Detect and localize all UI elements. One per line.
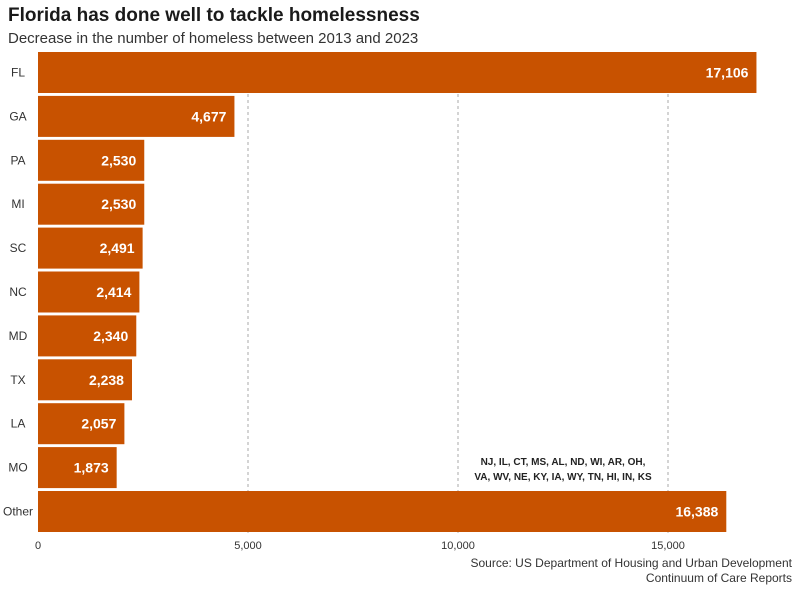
bar-value-label: 2,238 <box>89 372 124 388</box>
category-label: GA <box>9 109 26 123</box>
category-label: NC <box>9 285 27 299</box>
bar-value-label: 2,530 <box>101 152 136 168</box>
x-tick-label: 10,000 <box>441 540 475 552</box>
x-tick-label: 0 <box>35 540 41 552</box>
category-label: LA <box>11 417 26 431</box>
category-label: MD <box>9 329 28 343</box>
annotation-line-1: NJ, IL, CT, MS, AL, ND, WI, AR, OH, <box>481 457 646 468</box>
bar-value-label: 16,388 <box>675 504 718 520</box>
category-label: TX <box>10 373 25 387</box>
bar-ga <box>38 95 235 137</box>
bar-fl <box>38 52 757 93</box>
chart-title: Florida has done well to tackle homeless… <box>8 5 420 26</box>
bar-md <box>38 315 137 357</box>
bar-value-label: 2,057 <box>81 416 116 432</box>
category-label: SC <box>10 241 27 255</box>
bar-mo <box>38 447 117 489</box>
bar-value-label: 2,530 <box>101 196 136 212</box>
source-line-1: Source: US Department of Housing and Urb… <box>470 556 792 570</box>
category-label: MI <box>11 197 24 211</box>
bar-value-label: 2,340 <box>93 328 128 344</box>
bar-la <box>38 403 125 445</box>
bars: 17,106 4,677 2,530 2,530 2,491 2,414 2,340 2,23… <box>38 52 757 532</box>
bar-mi <box>38 183 145 225</box>
bar-value-label: 17,106 <box>706 65 749 81</box>
x-tick-label: 15,000 <box>651 540 685 552</box>
source-line-2: Continuum of Care Reports <box>645 571 792 585</box>
bar-tx <box>38 359 132 401</box>
category-label: Other <box>3 505 33 519</box>
bar-value-label: 1,873 <box>74 460 109 476</box>
x-tick-labels: 0 5,000 10,000 15,000 <box>35 540 685 552</box>
bar-sc <box>38 227 143 269</box>
chart-subtitle: Decrease in the number of homeless betwe… <box>8 30 419 47</box>
annotations: NJ, IL, CT, MS, AL, ND, WI, AR, OH, VA, W… <box>474 457 652 483</box>
category-label: FL <box>11 66 25 80</box>
bar-value-label: 2,414 <box>96 284 131 300</box>
bar-other <box>38 491 727 532</box>
bar-value-label: 2,491 <box>100 240 135 256</box>
annotation-line-2: VA, WV, NE, KY, IA, WY, TN, HI, IN, KS <box>474 472 652 483</box>
category-label: PA <box>10 153 25 167</box>
x-tick-label: 5,000 <box>234 540 262 552</box>
category-labels: FL GA PA MI SC NC MD TX LA MO Other <box>3 66 33 519</box>
source-note: Source: US Department of Housing and Urb… <box>470 556 792 586</box>
bar-value-label: 4,677 <box>191 108 226 124</box>
bar-pa <box>38 139 145 181</box>
category-label: MO <box>8 461 27 475</box>
bar-nc <box>38 271 140 313</box>
gridlines <box>247 52 669 533</box>
